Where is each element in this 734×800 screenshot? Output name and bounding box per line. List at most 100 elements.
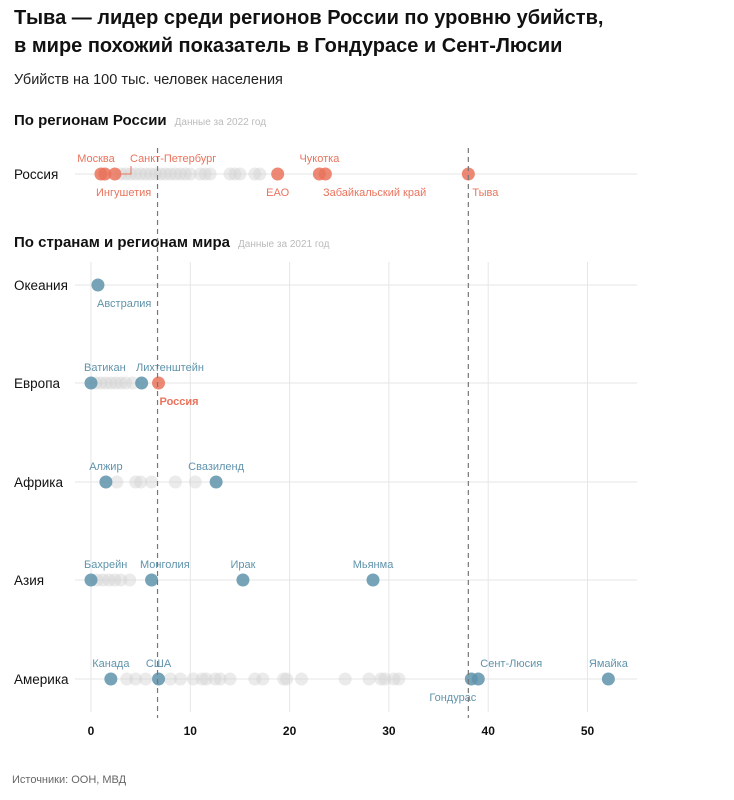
row-label: Азия	[14, 573, 44, 588]
data-point-other	[96, 573, 110, 587]
data-point-other	[99, 376, 113, 390]
data-point	[601, 672, 615, 686]
data-point-other	[213, 672, 227, 686]
data-point-other	[114, 376, 128, 390]
row-label: Америка	[14, 672, 69, 687]
data-point	[152, 672, 166, 686]
data-point-other	[253, 167, 267, 181]
leader-line	[120, 166, 132, 175]
row-Европа: Европа Ватикан Лихтенштейн Россия	[14, 362, 638, 408]
data-point	[471, 672, 485, 686]
data-point-other	[203, 167, 217, 181]
data-point-other	[228, 167, 242, 181]
row-label: Европа	[14, 376, 61, 391]
x-tick-label: 30	[382, 724, 396, 738]
point-label: Мьянма	[353, 559, 394, 571]
point-label: Ямайка	[589, 658, 629, 670]
data-point-other	[387, 672, 401, 686]
data-point-other	[199, 672, 213, 686]
data-point-other	[186, 672, 200, 686]
data-point	[318, 167, 332, 181]
point-label: Монголия	[140, 559, 190, 571]
point-label: Свазиленд	[188, 461, 244, 473]
data-point-other	[178, 167, 192, 181]
data-point-other	[114, 573, 128, 587]
data-point-other	[149, 167, 163, 181]
point-label: ЕАО	[266, 187, 289, 199]
data-point	[152, 376, 166, 390]
point-label: Ингушетия	[96, 187, 151, 199]
data-point	[108, 167, 122, 181]
data-point-other	[163, 672, 177, 686]
point-label: Россия	[160, 396, 199, 408]
data-point-other	[173, 672, 187, 686]
data-point-other	[144, 167, 158, 181]
point-label: Канада	[92, 658, 130, 670]
data-point	[98, 167, 112, 181]
point-label: Австралия	[97, 298, 151, 310]
title-line-1: Тыва — лидер среди регионов России по ур…	[14, 7, 603, 29]
data-point-other	[129, 475, 143, 489]
data-point-other	[183, 167, 197, 181]
point-label: Ватикан	[84, 362, 126, 374]
data-point	[461, 167, 475, 181]
point-label: Сент-Люсия	[480, 658, 542, 670]
data-point	[84, 376, 98, 390]
point-label: Ирак	[230, 559, 255, 571]
title-line-2: в мире похожий показатель в Гондурасе и …	[14, 35, 562, 57]
x-tick-label: 10	[184, 724, 198, 738]
point-label: Москва	[77, 153, 115, 165]
row-label: Африка	[14, 475, 64, 490]
row-Азия: Азия Бахрейн Монголия Ирак Мьянма	[14, 559, 638, 588]
point-label: Тыва	[472, 187, 499, 199]
subtitle: Убийств на 100 тыс. человек населения	[14, 72, 283, 88]
data-point-other	[338, 672, 352, 686]
data-point	[84, 573, 98, 587]
data-point-other	[277, 672, 291, 686]
data-point-other	[120, 672, 134, 686]
data-point-other	[123, 573, 137, 587]
data-point	[236, 573, 250, 587]
data-point-other	[280, 672, 294, 686]
data-point-other	[104, 376, 118, 390]
data-point	[91, 278, 105, 292]
data-point-other	[188, 475, 202, 489]
data-point-other	[198, 167, 212, 181]
data-point-other	[134, 475, 148, 489]
data-point-other	[248, 672, 262, 686]
data-point-other	[163, 167, 177, 181]
data-point-other	[173, 167, 187, 181]
data-point-other	[256, 672, 270, 686]
data-point-other	[102, 573, 116, 587]
data-point-other	[374, 672, 388, 686]
data-point	[209, 475, 223, 489]
data-point-other	[129, 167, 143, 181]
data-point-other	[134, 167, 148, 181]
row-Америка: Америка Канада США Гондурас Сент-Люсия Ямайка	[14, 658, 638, 704]
x-tick-label: 20	[283, 724, 297, 738]
data-point-other	[223, 672, 237, 686]
data-point-other	[193, 167, 207, 181]
data-point-other	[126, 376, 140, 390]
data-point-other	[109, 376, 123, 390]
data-point-other	[233, 167, 247, 181]
data-point	[104, 672, 118, 686]
data-point-other	[145, 475, 159, 489]
data-point-other	[378, 672, 392, 686]
data-point-other	[362, 672, 376, 686]
data-point-other	[139, 672, 153, 686]
data-point-other	[295, 672, 309, 686]
data-point-other	[392, 672, 406, 686]
x-tick-label: 0	[88, 724, 95, 738]
data-point-other	[94, 376, 108, 390]
data-point-other	[139, 167, 153, 181]
row-label: Россия	[14, 167, 58, 182]
data-point	[135, 376, 149, 390]
data-point-other	[223, 167, 237, 181]
x-tick-label: 50	[581, 724, 595, 738]
data-point	[145, 573, 159, 587]
data-point-other	[208, 672, 222, 686]
data-point-other	[168, 167, 182, 181]
section-world-note: Данные за 2021 год	[238, 239, 330, 250]
